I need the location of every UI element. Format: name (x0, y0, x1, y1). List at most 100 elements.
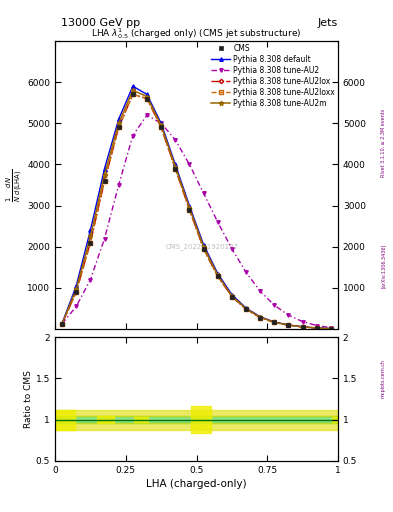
Pythia 8.308 tune-AU2loxx (215, 273, 220, 280)
Pythia 8.308 tune-AU2lox (258, 314, 263, 321)
CMS (74, 289, 79, 295)
Pythia 8.308 tune-AU2 (230, 246, 234, 252)
Pythia 8.308 tune-AU2m (201, 244, 206, 250)
Pythia 8.308 default (159, 120, 163, 126)
CMS (173, 165, 178, 172)
CMS (314, 325, 319, 331)
Y-axis label: Ratio to CMS: Ratio to CMS (24, 370, 33, 428)
Pythia 8.308 tune-AU2 (159, 120, 163, 126)
Pythia 8.308 default (230, 291, 234, 297)
Pythia 8.308 tune-AU2loxx (173, 165, 178, 172)
Pythia 8.308 tune-AU2m (314, 325, 319, 331)
Legend: CMS, Pythia 8.308 default, Pythia 8.308 tune-AU2, Pythia 8.308 tune-AU2lox, Pyth: CMS, Pythia 8.308 default, Pythia 8.308 … (209, 42, 336, 109)
Pythia 8.308 default (300, 324, 305, 330)
Line: Pythia 8.308 default: Pythia 8.308 default (61, 84, 332, 330)
Line: Pythia 8.308 tune-AU2lox: Pythia 8.308 tune-AU2lox (61, 93, 332, 330)
Pythia 8.308 tune-AU2lox (230, 293, 234, 300)
Bar (55, 410, 75, 430)
Pythia 8.308 default (244, 305, 248, 311)
Line: Pythia 8.308 tune-AU2m: Pythia 8.308 tune-AU2m (60, 88, 333, 331)
Pythia 8.308 default (201, 242, 206, 248)
CMS (300, 324, 305, 330)
Title: LHA $\lambda^{1}_{0.5}$ (charged only) (CMS jet substructure): LHA $\lambda^{1}_{0.5}$ (charged only) (… (91, 26, 302, 41)
CMS (244, 306, 248, 312)
Pythia 8.308 tune-AU2loxx (244, 306, 248, 312)
Pythia 8.308 tune-AU2lox (74, 289, 79, 295)
Pythia 8.308 default (130, 83, 135, 89)
Pythia 8.308 tune-AU2lox (314, 325, 319, 331)
Pythia 8.308 tune-AU2m (159, 122, 163, 129)
Pythia 8.308 tune-AU2m (329, 326, 333, 332)
Pythia 8.308 tune-AU2lox (329, 326, 333, 332)
Bar (134, 417, 149, 422)
Pythia 8.308 tune-AU2lox (173, 165, 178, 172)
Pythia 8.308 tune-AU2lox (102, 178, 107, 184)
Pythia 8.308 tune-AU2lox (300, 324, 305, 330)
Pythia 8.308 tune-AU2m (116, 120, 121, 126)
Pythia 8.308 tune-AU2loxx (102, 178, 107, 184)
Pythia 8.308 tune-AU2loxx (329, 326, 333, 332)
Pythia 8.308 tune-AU2 (258, 288, 263, 294)
Pythia 8.308 tune-AU2lox (88, 240, 93, 246)
Pythia 8.308 default (314, 325, 319, 331)
Pythia 8.308 tune-AU2lox (272, 319, 277, 326)
Y-axis label: $\frac{1}{N}\,\frac{dN}{d(\mathrm{LHA})}$: $\frac{1}{N}\,\frac{dN}{d(\mathrm{LHA})}… (5, 168, 24, 202)
Text: mcplots.cern.ch: mcplots.cern.ch (381, 359, 386, 398)
CMS (130, 92, 135, 98)
Pythia 8.308 tune-AU2loxx (130, 92, 135, 98)
CMS (215, 273, 220, 280)
Pythia 8.308 tune-AU2loxx (60, 321, 64, 327)
Pythia 8.308 default (116, 116, 121, 122)
CMS (116, 124, 121, 131)
Pythia 8.308 tune-AU2 (88, 276, 93, 283)
Pythia 8.308 default (286, 322, 291, 328)
Pythia 8.308 tune-AU2 (244, 269, 248, 275)
CMS (329, 326, 333, 332)
Pythia 8.308 tune-AU2loxx (187, 207, 192, 213)
Pythia 8.308 default (88, 227, 93, 233)
Pythia 8.308 default (173, 161, 178, 167)
Pythia 8.308 tune-AU2 (74, 304, 79, 310)
Pythia 8.308 tune-AU2m (230, 293, 234, 299)
Pythia 8.308 tune-AU2m (102, 172, 107, 178)
Pythia 8.308 tune-AU2 (300, 318, 305, 325)
Pythia 8.308 tune-AU2 (187, 161, 192, 167)
Pythia 8.308 default (215, 270, 220, 276)
Pythia 8.308 tune-AU2loxx (272, 319, 277, 326)
Pythia 8.308 tune-AU2m (258, 314, 263, 320)
Text: Jets: Jets (318, 18, 338, 28)
Pythia 8.308 tune-AU2 (286, 312, 291, 318)
Pythia 8.308 tune-AU2 (145, 112, 149, 118)
Pythia 8.308 tune-AU2lox (60, 321, 64, 327)
CMS (272, 319, 277, 326)
Pythia 8.308 tune-AU2m (286, 322, 291, 328)
Pythia 8.308 tune-AU2loxx (116, 124, 121, 131)
Text: CMS_2022_I1920187: CMS_2022_I1920187 (165, 243, 239, 250)
Pythia 8.308 tune-AU2lox (159, 124, 163, 131)
Text: 13000 GeV pp: 13000 GeV pp (61, 18, 140, 28)
Pythia 8.308 tune-AU2m (215, 272, 220, 278)
CMS (187, 207, 192, 213)
Pythia 8.308 tune-AU2lox (145, 96, 149, 102)
X-axis label: LHA (charged-only): LHA (charged-only) (146, 479, 247, 489)
Pythia 8.308 tune-AU2m (187, 205, 192, 211)
Pythia 8.308 tune-AU2lox (244, 306, 248, 312)
Bar (97, 416, 114, 423)
Pythia 8.308 tune-AU2loxx (230, 293, 234, 300)
Pythia 8.308 tune-AU2lox (286, 322, 291, 328)
Pythia 8.308 tune-AU2m (60, 321, 64, 327)
Bar (332, 417, 338, 422)
Pythia 8.308 tune-AU2loxx (88, 240, 93, 246)
Pythia 8.308 default (145, 92, 149, 98)
CMS (230, 293, 234, 300)
Pythia 8.308 tune-AU2m (272, 319, 277, 325)
Pythia 8.308 tune-AU2loxx (201, 246, 206, 252)
Pythia 8.308 default (272, 319, 277, 325)
CMS (102, 178, 107, 184)
Pythia 8.308 tune-AU2loxx (300, 324, 305, 330)
Pythia 8.308 tune-AU2lox (201, 246, 206, 252)
Pythia 8.308 tune-AU2m (74, 286, 79, 292)
Pythia 8.308 default (74, 283, 79, 289)
Pythia 8.308 tune-AU2m (244, 306, 248, 312)
Pythia 8.308 tune-AU2 (329, 325, 333, 331)
